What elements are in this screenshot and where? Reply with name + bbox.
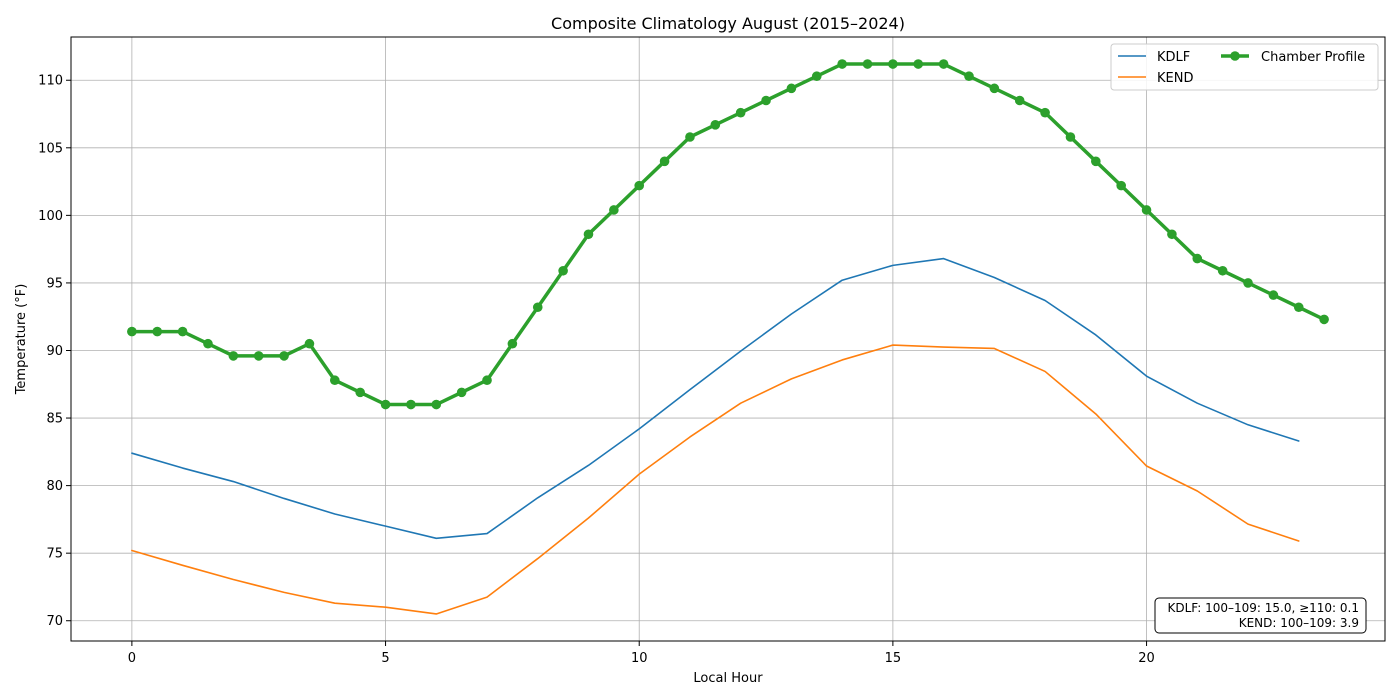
x-tick-label-10: 10 <box>631 651 648 666</box>
x-axis-label: Local Hour <box>693 671 763 686</box>
data-point-chamber-profile-24 <box>735 107 746 118</box>
y-tick-label-100: 100 <box>38 209 63 224</box>
data-point-chamber-profile-30 <box>888 59 898 69</box>
data-point-chamber-profile-2 <box>177 326 188 337</box>
data-point-chamber-profile-21 <box>659 156 670 167</box>
chart-title: Composite Climatology August (2015–2024) <box>551 14 905 33</box>
x-tick-label-5: 5 <box>381 651 389 666</box>
legend-box <box>1110 43 1379 91</box>
series-layer <box>127 59 1329 615</box>
annotation-frame <box>1154 597 1367 634</box>
annotation-line-kdlf: KDLF: 100–109: 15.0, ≥110: 0.1 <box>1167 601 1359 615</box>
data-point-chamber-profile-23 <box>710 120 721 130</box>
data-point-chamber-profile-39 <box>1116 180 1126 191</box>
data-point-chamber-profile-31 <box>913 59 924 69</box>
data-point-chamber-profile-15 <box>507 338 518 349</box>
data-point-chamber-profile-13 <box>456 387 467 398</box>
data-point-chamber-profile-34 <box>989 83 1000 94</box>
data-point-chamber-profile-28 <box>837 59 847 69</box>
annotation-line-kend: KEND: 100–109: 3.9 <box>1239 616 1359 630</box>
series-line-kdlf <box>131 257 1300 540</box>
legend-label-kend: KEND <box>1157 71 1193 86</box>
data-point-chamber-profile-17 <box>558 265 568 276</box>
data-point-chamber-profile-4 <box>228 351 239 361</box>
series-line-chamber-profile <box>130 62 1326 407</box>
data-point-chamber-profile-42 <box>1192 253 1203 264</box>
data-point-chamber-profile-20 <box>634 180 645 191</box>
legend: KDLF KEND Chamber Profile <box>1110 43 1379 91</box>
data-point-chamber-profile-36 <box>1040 107 1050 118</box>
data-point-chamber-profile-10 <box>380 399 391 410</box>
y-axis-label: Temperature (°F) <box>14 284 29 396</box>
y-tick-label-85: 85 <box>46 412 63 427</box>
data-point-chamber-profile-1 <box>152 326 163 337</box>
data-point-chamber-profile-9 <box>355 387 365 398</box>
y-tick-label-105: 105 <box>38 141 63 156</box>
data-point-chamber-profile-3 <box>203 338 213 349</box>
data-point-chamber-profile-16 <box>532 302 543 313</box>
y-tick-label-90: 90 <box>46 344 63 359</box>
data-point-chamber-profile-22 <box>685 132 695 142</box>
data-point-chamber-profile-43 <box>1217 265 1228 276</box>
data-point-chamber-profile-18 <box>583 229 594 240</box>
data-point-chamber-profile-26 <box>786 83 797 94</box>
annotation-box: KDLF: 100–109: 15.0, ≥110: 0.1 KEND: 100… <box>1154 597 1367 634</box>
data-point-chamber-profile-41 <box>1167 229 1177 240</box>
data-point-chamber-profile-40 <box>1141 205 1152 215</box>
ticks: 0 5 10 15 20 70 75 80 85 90 95 100 105 110 <box>38 74 1155 666</box>
data-point-chamber-profile-7 <box>304 338 315 349</box>
series-line-kend <box>131 344 1300 615</box>
legend-label-chamber-profile: Chamber Profile <box>1261 50 1365 65</box>
data-point-chamber-profile-5 <box>253 351 264 361</box>
y-tick-label-70: 70 <box>46 614 63 629</box>
data-point-chamber-profile-11 <box>406 399 416 410</box>
x-tick-label-20: 20 <box>1138 651 1155 666</box>
data-point-chamber-profile-12 <box>431 399 442 410</box>
data-point-chamber-profile-38 <box>1091 156 1101 167</box>
data-point-chamber-profile-46 <box>1293 302 1304 313</box>
data-point-chamber-profile-14 <box>482 375 492 386</box>
data-point-chamber-profile-32 <box>938 59 949 69</box>
data-point-chamber-profile-35 <box>1014 95 1025 106</box>
y-tick-label-80: 80 <box>46 479 63 494</box>
data-point-chamber-profile-29 <box>862 59 873 69</box>
data-point-chamber-profile-44 <box>1243 278 1253 288</box>
data-point-chamber-profile-33 <box>964 71 974 81</box>
data-point-chamber-profile-45 <box>1268 290 1279 300</box>
y-tick-label-110: 110 <box>38 74 63 89</box>
data-point-chamber-profile-47 <box>1319 314 1329 325</box>
x-tick-label-0: 0 <box>128 651 136 666</box>
x-tick-label-15: 15 <box>885 651 902 666</box>
plot-frame <box>70 36 1386 642</box>
data-point-chamber-profile-0 <box>127 326 137 337</box>
legend-label-kdlf: KDLF <box>1157 50 1190 65</box>
legend-marker-chamber-profile <box>1230 51 1240 61</box>
data-point-chamber-profile-37 <box>1065 132 1076 142</box>
data-point-chamber-profile-19 <box>609 205 619 215</box>
y-tick-label-75: 75 <box>46 547 63 562</box>
data-point-chamber-profile-27 <box>811 71 822 81</box>
y-tick-label-95: 95 <box>46 276 63 291</box>
data-point-chamber-profile-8 <box>330 375 340 386</box>
data-point-chamber-profile-6 <box>279 351 289 361</box>
data-point-chamber-profile-25 <box>761 95 771 106</box>
